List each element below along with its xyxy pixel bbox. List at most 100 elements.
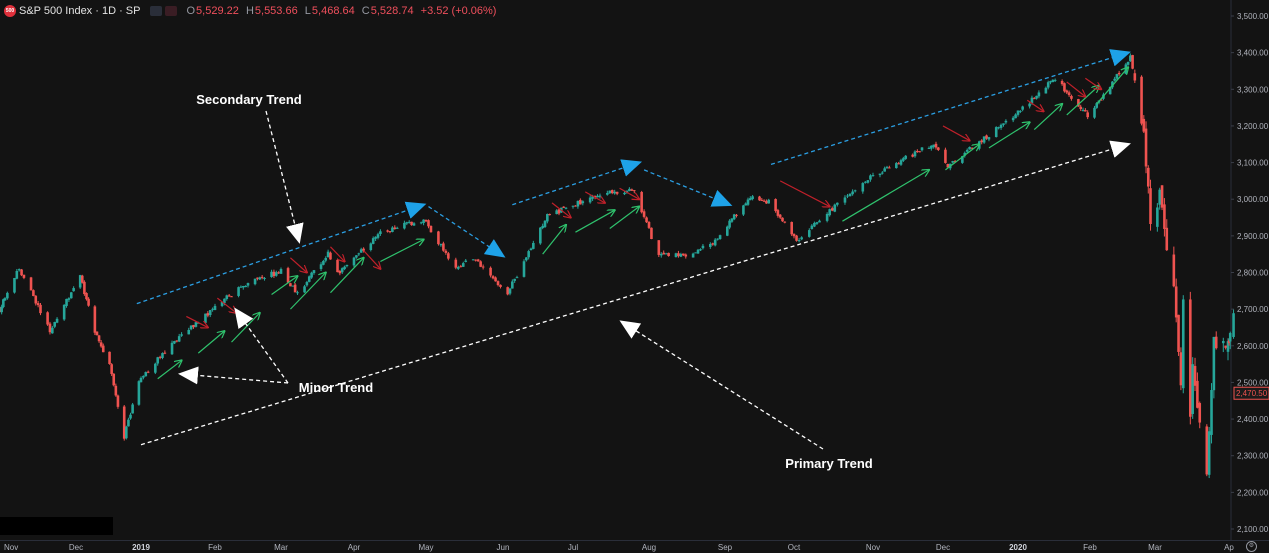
candle-body [13,278,16,293]
candle-body [529,248,533,251]
candle-body [899,160,903,165]
candle-body [1053,79,1057,81]
candle-body [20,269,23,276]
candle-body [555,210,558,215]
symbol-title[interactable]: S&P 500 Index · 1D · SP [19,5,141,17]
minor-up-arrow [157,360,182,380]
candle-body [628,188,631,191]
candle-body [129,414,132,419]
candle-body [437,231,440,245]
candle-body [211,308,214,310]
chart-settings-gear-icon[interactable]: ⚙ [1246,541,1257,552]
candle-body [46,312,49,325]
candle-body [1160,185,1164,208]
candle-body [562,206,565,208]
candle-body [691,253,695,258]
candle-body [427,220,430,227]
candle-body [1163,204,1166,229]
candle-body [410,221,413,226]
candle-body [864,181,867,183]
candle-body [682,253,685,256]
minor-down-arrow [186,315,207,327]
candle-body [762,200,766,202]
price-tick-label: 3,200.00 [1237,122,1269,131]
price-axis[interactable]: 3,500.00 3,400.00 3,300.00 3,200.00 3,100.00… [1231,12,1269,534]
candle-body [474,259,477,261]
candle-body [146,371,150,373]
candle-body [1044,87,1048,94]
candle-body [1077,99,1080,107]
candle-body [699,249,702,251]
candle-body [393,227,397,230]
candle-body [574,205,577,207]
candle-body [927,147,931,149]
candle-body [1131,55,1134,69]
candle-body [279,269,283,274]
candle-body [36,303,40,306]
candle-body [405,222,409,224]
candle-body [196,322,200,324]
candle-body [253,278,257,285]
candle-body [1232,313,1235,337]
minor-up-arrow [988,122,1030,149]
time-tick-label: Feb [1083,543,1097,552]
candle-body [340,268,344,273]
annotation-label: Minor Trend [299,380,373,395]
candle-body [260,276,264,278]
candle-body [576,200,580,207]
candle-body [386,230,389,232]
candle-body [496,281,500,286]
candle-body [355,255,358,258]
candle-body [897,163,900,165]
candle-body [175,340,179,342]
candle-body [108,351,111,364]
candle-body [548,214,551,216]
time-axis[interactable]: Nov Dec 2019 Feb Mar Apr May Jun Jul Aug Sep Oct Nov… [4,543,1234,552]
candle-body [270,271,273,278]
candle-body [932,144,935,147]
candle-body [836,202,839,205]
candle-body [650,227,653,240]
trend-annotations: Secondary Trend Minor Trend Primary Trend [136,49,1131,471]
candle-body [951,161,954,163]
candle-body [1081,109,1085,111]
symbol-header[interactable]: 500 S&P 500 Index · 1D · SP O5,529.22 H5… [4,3,500,19]
candle-body [944,149,947,163]
candle-body [696,249,700,254]
candle-body [2,299,5,307]
candle-body [80,275,84,283]
candle-body [170,342,174,355]
candle-body [286,268,290,283]
candle-body [657,240,661,255]
candle-body [395,227,399,229]
candle-body [471,259,475,261]
candle-body [95,331,99,336]
candle-body [274,272,278,276]
candle-body [1021,106,1024,110]
candle-body [277,272,280,274]
candle-body [447,253,450,259]
candle-body [256,277,259,279]
candle-body [916,150,919,152]
candle-body [760,199,764,201]
candle-body [1011,117,1015,121]
candle-body [1002,123,1005,125]
time-tick-label: Sep [718,543,733,552]
time-tick-label: Dec [936,543,950,552]
secondary-trend-line [770,49,1131,166]
secondary-trend-line [512,159,643,206]
candle-body [154,363,157,373]
candle-body [742,205,745,215]
collapse-icon[interactable] [150,6,163,16]
minor-up-arrow [330,258,363,294]
minor-down-arrow [1085,77,1101,89]
candle-body [99,342,103,347]
candle-body [543,220,547,227]
candle-body [336,259,339,273]
flag-icon[interactable] [165,6,178,16]
candle-body [258,277,262,280]
candle-body [853,190,857,192]
candle-body [632,190,636,192]
candle-body [359,249,363,253]
